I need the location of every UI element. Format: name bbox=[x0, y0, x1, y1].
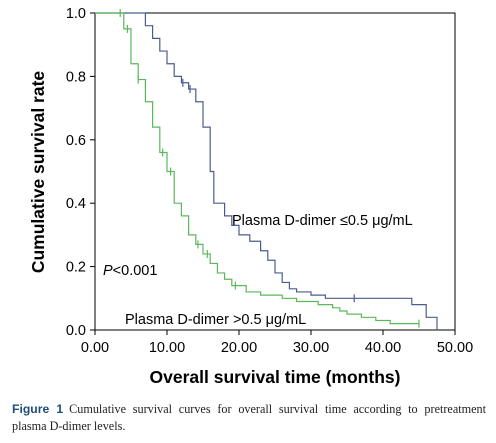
p-value-letter: P bbox=[103, 263, 113, 279]
plot-area bbox=[94, 12, 456, 331]
caption-text: Cumulative survival curves for overall s… bbox=[12, 402, 486, 433]
x-tick-label: 20.00 bbox=[221, 340, 257, 356]
series2-annotation: Plasma D-dimer >0.5 μg/mL bbox=[125, 312, 306, 328]
x-tick-label: 40.00 bbox=[365, 340, 401, 356]
p-value-number: <0.001 bbox=[113, 263, 158, 279]
y-tick-label: 0.4 bbox=[66, 196, 86, 212]
survival-curve-series-2 bbox=[95, 12, 419, 325]
x-tick-label: 30.00 bbox=[293, 340, 329, 356]
y-tick-label: 0.8 bbox=[66, 69, 86, 85]
x-tick-label: 0.00 bbox=[81, 340, 109, 356]
p-value-annotation: P<0.001 bbox=[103, 263, 157, 279]
survival-curve-series-1 bbox=[95, 12, 438, 330]
survival-curves bbox=[95, 9, 438, 330]
y-tick-label: 0.6 bbox=[66, 133, 86, 149]
y-axis-ticks: 0.0 0.2 0.4 0.6 0.8 1.0 bbox=[66, 6, 95, 339]
y-axis-label: Cumulative survival rate bbox=[28, 71, 48, 274]
figure-caption: Figure 1 Cumulative survival curves for o… bbox=[12, 401, 486, 435]
y-tick-label: 1.0 bbox=[66, 6, 86, 22]
x-tick-label: 10.00 bbox=[149, 340, 185, 356]
y-tick-label: 0.2 bbox=[66, 260, 86, 276]
series1-annotation: Plasma D-dimer ≤0.5 μg/mL bbox=[232, 213, 413, 229]
y-tick-label: 0.0 bbox=[66, 323, 86, 339]
x-tick-label: 50.00 bbox=[437, 340, 473, 356]
x-axis-ticks: 0.00 10.00 20.00 30.00 40.00 50.00 bbox=[81, 330, 473, 356]
x-axis-label: Overall survival time (months) bbox=[150, 367, 401, 387]
caption-label: Figure 1 bbox=[12, 402, 64, 416]
plot-frame bbox=[94, 12, 456, 331]
